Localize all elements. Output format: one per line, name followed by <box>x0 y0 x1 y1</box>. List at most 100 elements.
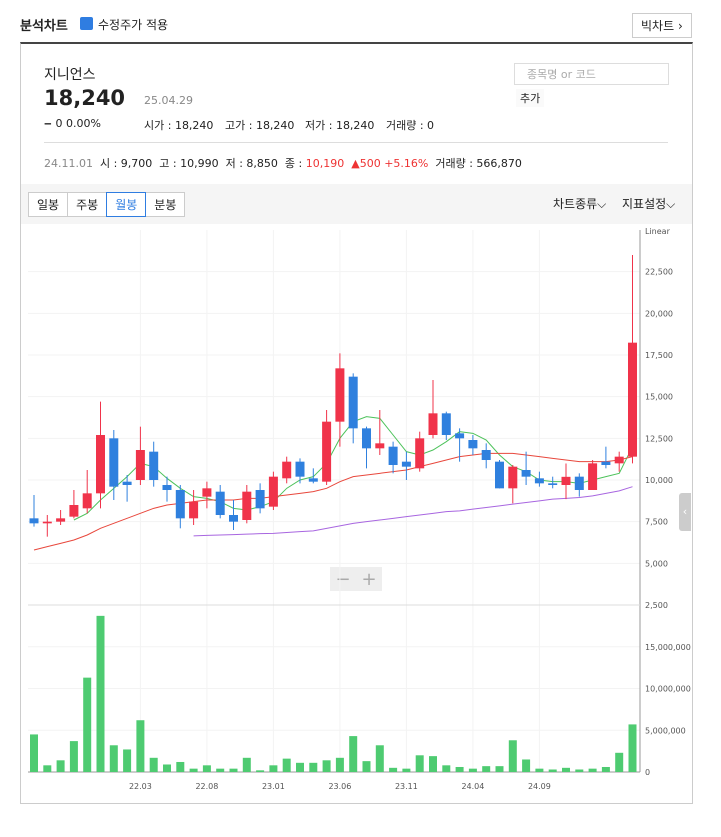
y-tick-label: 12,500 <box>645 434 673 443</box>
y-tick-label: 2,500 <box>645 601 668 610</box>
tab[interactable]: 월봉 <box>106 192 147 217</box>
x-tick-label: 24.09 <box>528 782 551 791</box>
volume-bar <box>415 755 424 772</box>
volume-bar <box>242 757 251 772</box>
candle-body <box>574 476 584 490</box>
volume-bar <box>601 766 610 772</box>
volume-bar <box>349 736 358 772</box>
candle-body <box>534 478 544 484</box>
volume-bar <box>402 768 411 772</box>
volume-bar <box>149 757 158 772</box>
volume-bar <box>109 745 118 772</box>
candle-body <box>415 438 425 469</box>
candle-body <box>82 493 92 509</box>
candle-body <box>322 421 332 482</box>
x-tick-label: 23.01 <box>262 782 285 791</box>
candle-body <box>42 521 52 524</box>
info-high: 고 : 10,990 <box>159 157 219 170</box>
add-button[interactable]: 추가 <box>516 89 545 107</box>
tab[interactable]: 주봉 <box>67 192 108 217</box>
candle-body <box>561 476 571 485</box>
candle-body <box>362 428 371 449</box>
volume-bar <box>482 766 491 772</box>
indicators[interactable]: 지표설정⌵ <box>622 197 676 211</box>
info-date: 24.11.01 <box>44 157 93 170</box>
panel <box>20 42 693 804</box>
tab[interactable]: 분봉 <box>145 192 186 217</box>
chart-type[interactable]: 차트종류⌵ <box>553 197 607 211</box>
y-tick-label: 10,000 <box>645 476 673 485</box>
search-input[interactable]: 종목명 or 코드 <box>514 63 669 85</box>
volume-bar <box>163 764 171 772</box>
y-tick-label: 22,500 <box>645 268 673 277</box>
info-low: 저 : 8,850 <box>225 157 278 170</box>
volume-bar <box>442 765 451 772</box>
stock-date: 25.04.29 <box>144 94 193 107</box>
moving-average <box>193 486 633 537</box>
volume-bar <box>30 734 38 772</box>
candle-body <box>255 490 265 509</box>
candle-body <box>548 483 558 485</box>
volume-bar <box>189 768 198 772</box>
volume-bar <box>136 720 145 772</box>
candle-body <box>308 478 318 482</box>
volume-bar <box>43 765 52 772</box>
candle-body <box>135 450 145 480</box>
candle-body <box>601 461 611 465</box>
candle-body <box>29 518 39 524</box>
volume-bar <box>389 767 398 772</box>
candle-body <box>295 461 305 477</box>
moving-average <box>33 452 633 551</box>
volume-bar <box>375 745 384 772</box>
candle-body <box>122 481 132 485</box>
candle-body <box>588 463 598 490</box>
candle-body <box>109 438 119 487</box>
stat: 시가 : 18,240 <box>144 119 214 132</box>
big-chart-button[interactable]: 빅차트 › <box>632 13 692 38</box>
candle-body <box>69 505 79 517</box>
chart-type-label: 차트종류 <box>553 197 598 211</box>
y-tick-label: 0 <box>645 768 650 777</box>
checkbox[interactable] <box>80 17 93 30</box>
stat: 거래량 : 0 <box>386 119 435 132</box>
side-toggle[interactable]: ‹ <box>679 493 691 531</box>
candle-body <box>282 461 292 479</box>
zoom-out[interactable]: − <box>335 569 350 590</box>
volume-bar <box>202 765 211 772</box>
volume-bar <box>615 752 624 772</box>
stock-change: ‒ 0 0.00% <box>44 117 101 130</box>
candle-body <box>162 485 172 490</box>
info-close-label: 종 : <box>284 157 306 170</box>
y-tick-label: 15,000,000 <box>645 643 691 652</box>
candle-body <box>149 451 159 480</box>
candle-body <box>441 413 451 435</box>
candle-body <box>495 461 504 489</box>
y-tick-label: 5,000 <box>645 559 668 568</box>
candle-body <box>401 461 411 467</box>
volume-bar <box>309 762 318 772</box>
volume-bar <box>429 756 437 772</box>
volume-bar <box>56 760 65 772</box>
volume-bar <box>176 761 185 772</box>
volume-bar <box>548 769 557 772</box>
volume-bar <box>362 761 371 772</box>
volume-bar <box>322 760 331 772</box>
tab[interactable]: 일봉 <box>28 192 69 217</box>
stat: 저가 : 18,240 <box>305 119 375 132</box>
x-tick-label: 24.04 <box>461 782 484 791</box>
candle-body <box>96 435 105 494</box>
volume-bar <box>562 767 570 772</box>
checkbox-label[interactable]: 수정주가 적용 <box>98 18 169 32</box>
candle-body <box>268 476 278 507</box>
candle-body <box>189 501 199 519</box>
zoom-in[interactable]: + <box>361 569 376 590</box>
x-tick-label: 22.03 <box>129 782 152 791</box>
candle-body <box>335 368 345 422</box>
volume-bar <box>628 724 637 772</box>
volume-bar <box>588 768 597 772</box>
x-tick-label: 22.08 <box>195 782 218 791</box>
candle-body <box>521 470 531 477</box>
candle-body <box>455 433 465 439</box>
scale-label: Linear <box>645 227 671 236</box>
